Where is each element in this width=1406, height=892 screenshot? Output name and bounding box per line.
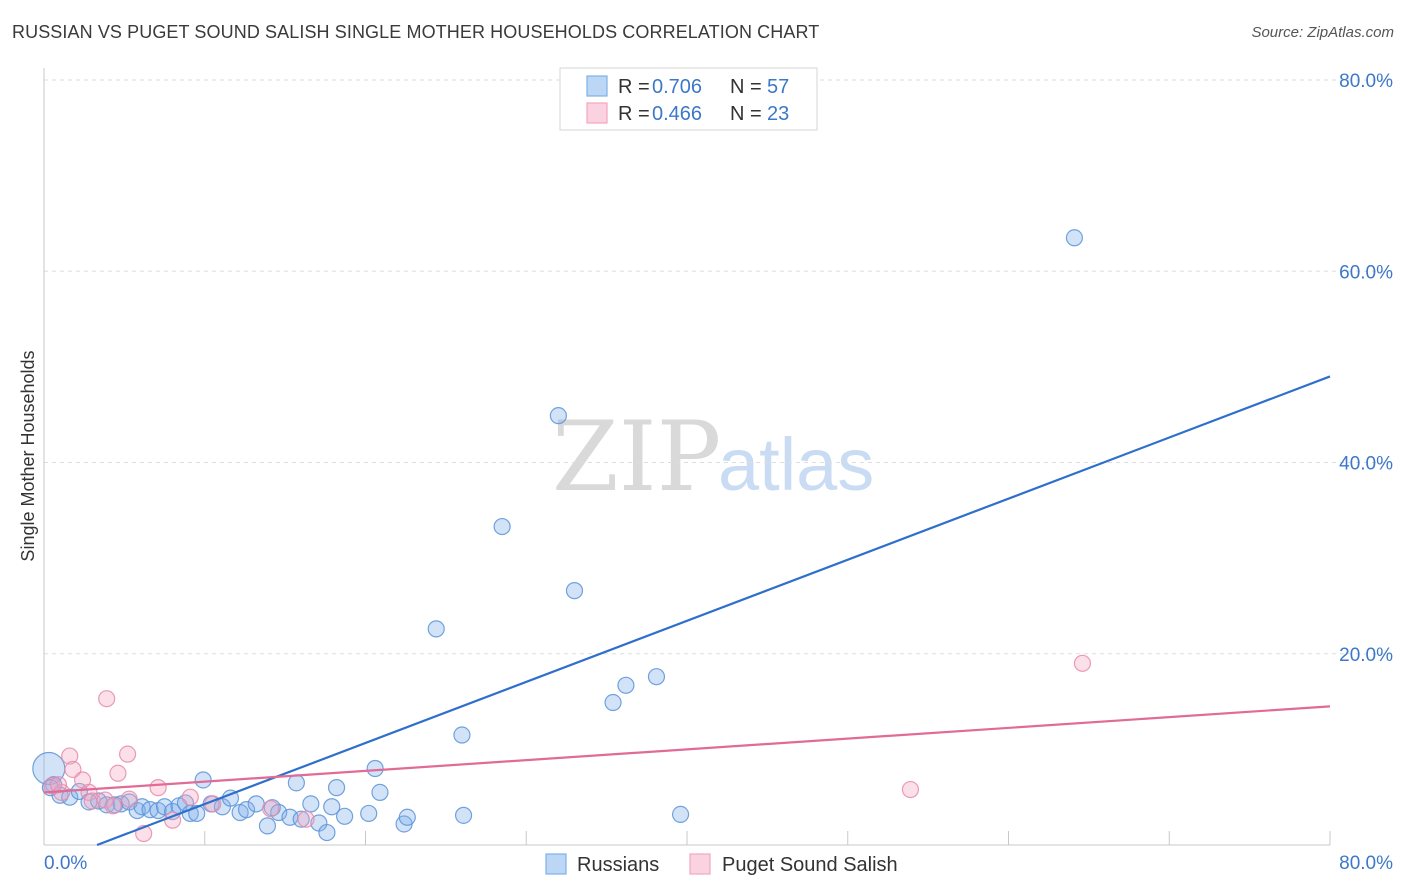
russians-point	[323, 798, 341, 816]
salish-point	[262, 800, 280, 818]
watermark-atlas: atlas	[718, 423, 874, 506]
russians-point	[453, 726, 471, 744]
x-tick-label-min: 0.0%	[44, 853, 87, 874]
russians-point	[454, 806, 473, 824]
russians-point	[671, 805, 690, 824]
watermark-zip: ZIP	[552, 401, 721, 513]
legend-swatch-salish	[586, 102, 608, 124]
grid-layer	[43, 79, 1390, 845]
salish-point	[104, 797, 122, 815]
russians-point	[287, 774, 305, 792]
russians-point	[318, 823, 336, 842]
bottom-legend-swatch-russians	[545, 853, 567, 875]
russians-point	[604, 693, 622, 712]
salish-point	[149, 779, 167, 797]
chart-title: RUSSIAN VS PUGET SOUND SALISH SINGLE MOT…	[12, 22, 820, 42]
tick-layer: 20.0% 40.0% 60.0% 80.0% 0.0% 80.0%	[44, 71, 1393, 874]
y-tick-label: 80.0%	[1339, 71, 1393, 92]
russians-point	[549, 407, 568, 425]
russians-point	[360, 804, 378, 823]
russians-point	[427, 620, 445, 638]
legend-r-label-0: R =	[618, 76, 650, 98]
russians-point	[194, 771, 212, 789]
russians-point	[237, 801, 256, 819]
russians-point	[398, 808, 416, 826]
trend-layer	[43, 375, 1331, 847]
legend-r-label-1: R =	[618, 103, 650, 125]
legend-n-label-0: N =	[730, 76, 762, 98]
y-tick-label: 20.0%	[1339, 645, 1393, 666]
y-tick-label: 40.0%	[1339, 454, 1393, 475]
russians-point	[1065, 229, 1084, 247]
legend-swatch-russians	[586, 75, 608, 97]
russians-point	[270, 803, 288, 822]
russians-point	[247, 795, 265, 813]
russians-point	[327, 779, 346, 797]
salish-trend-line	[43, 705, 1331, 794]
bottom-legend: Russians Puget Sound Salish	[545, 853, 898, 876]
salish-point	[109, 764, 127, 782]
legend-n-value-0: 57	[767, 76, 789, 98]
salish-point	[98, 690, 116, 708]
legend-n-value-1: 23	[767, 103, 789, 125]
source-label: Source: ZipAtlas.com	[1251, 24, 1394, 41]
russians-point	[366, 759, 384, 778]
russians-point	[61, 788, 79, 806]
salish-point	[49, 776, 68, 794]
salish-point	[83, 792, 101, 810]
salish-point	[43, 777, 61, 795]
russians-point	[155, 798, 174, 816]
salish-point	[181, 788, 199, 806]
salish-point	[901, 780, 920, 799]
salish-point	[1073, 654, 1092, 672]
russians-point	[371, 783, 389, 802]
salish-point	[120, 790, 138, 808]
russians-point	[292, 810, 310, 828]
salish-point	[61, 747, 79, 765]
russians-point	[258, 817, 277, 835]
x-tick-label-max: 80.0%	[1339, 853, 1393, 874]
russians-point	[302, 795, 320, 813]
legend-box: R = 0.706 N = 57 R = 0.466 N = 23	[559, 67, 818, 131]
legend-n-label-1: N =	[730, 103, 762, 125]
axis-layer	[43, 68, 1330, 846]
salish-point	[297, 810, 315, 828]
russians-point	[617, 676, 635, 694]
y-axis-label: Single Mother Households	[18, 350, 38, 561]
bottom-legend-swatch-salish	[689, 853, 711, 875]
bottom-legend-label-salish: Puget Sound Salish	[722, 854, 898, 876]
russians-point	[647, 668, 666, 686]
russians-trend-line	[96, 375, 1331, 847]
bottom-legend-label-russians: Russians	[577, 854, 659, 876]
russians-point	[493, 517, 511, 536]
russians-point	[565, 582, 584, 600]
salish-point	[118, 745, 137, 763]
legend-r-value-1: 0.466	[652, 103, 702, 125]
legend-r-value-0: 0.706	[652, 76, 702, 98]
salish-point	[64, 760, 82, 779]
points-layer	[32, 229, 1092, 843]
russians-point	[336, 807, 354, 825]
y-tick-label: 60.0%	[1339, 262, 1393, 283]
